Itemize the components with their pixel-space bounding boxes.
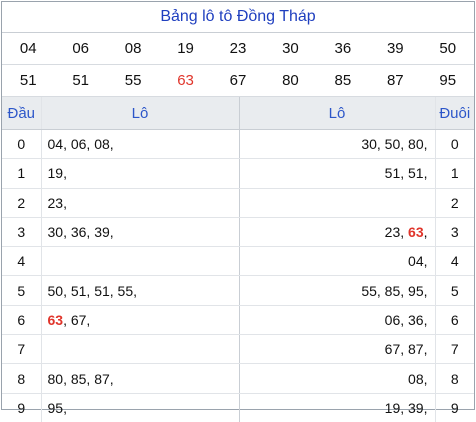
drawn-number: 95	[421, 64, 474, 97]
duoi-cell: 4	[435, 246, 474, 277]
drawn-number: 55	[106, 64, 160, 97]
lo-left-cell: 30, 36, 39,	[40, 217, 240, 248]
drawn-numbers-table: 04 06 08 19 23 30 36 39 50 51 51 55 63 67 80 85 87 95	[2, 33, 474, 97]
drawn-number: 04	[2, 33, 55, 65]
table-row: 5 50, 51, 51, 55, 55, 85, 95, 5	[2, 275, 474, 306]
lo-left-cell: 19,	[40, 158, 240, 189]
drawn-number: 08	[106, 33, 160, 65]
duoi-cell: 6	[435, 305, 474, 336]
lo-left-cell: 50, 51, 51, 55,	[40, 275, 240, 306]
dau-cell: 7	[2, 334, 41, 365]
drawn-number: 23	[211, 33, 265, 65]
table-row: 8 80, 85, 87, 08, 8	[2, 363, 474, 394]
lo-right-cell: 19, 39,	[239, 393, 436, 422]
dau-cell: 2	[2, 188, 41, 218]
lo-right-cell: 30, 50, 80,	[239, 129, 436, 160]
table-row: 0 04, 06, 08, 30, 50, 80, 0	[2, 129, 474, 160]
lo-left-cell: 63, 67,	[40, 305, 240, 336]
table-row: 6 63, 67, 06, 36, 6	[2, 305, 474, 336]
dau-cell: 6	[2, 305, 41, 336]
drawn-number: 67	[211, 64, 265, 97]
duoi-cell: 8	[435, 363, 474, 394]
duoi-cell: 0	[435, 129, 474, 160]
lo-right-cell: 51, 51,	[239, 158, 436, 189]
drawn-number: 19	[159, 33, 212, 65]
table-row: 3 30, 36, 39, 23, 63, 3	[2, 217, 474, 248]
drawn-number: 85	[316, 64, 370, 97]
lo-left-cell	[40, 334, 240, 365]
lo-right-cell	[239, 188, 436, 218]
head-tail-table: Đầu Lô Lô Đuôi 0 04, 06, 08, 30, 50, 80, 0 1…	[2, 97, 474, 422]
lo-right-cell: 67, 87,	[239, 334, 436, 365]
dau-cell: 9	[17, 399, 26, 416]
table-title: Bảng lô tô Đồng Tháp	[2, 2, 474, 33]
header-duoi: Đuôi	[435, 97, 474, 130]
drawn-number: 63	[159, 64, 212, 97]
drawn-number: 51	[2, 64, 55, 97]
lo-left-cell: 80, 85, 87,	[40, 363, 240, 394]
lo-left-cell: 04, 06, 08,	[40, 129, 240, 160]
lo-right-cell: 06, 36,	[239, 305, 436, 336]
duoi-cell: 9	[450, 399, 459, 416]
drawn-number: 39	[369, 33, 422, 65]
duoi-cell: 3	[435, 217, 474, 248]
table-row: 1 19, 51, 51, 1	[2, 158, 474, 189]
duoi-cell: 7	[435, 334, 474, 365]
highlighted-number: 63	[408, 224, 424, 241]
duoi-cell: 5	[435, 275, 474, 306]
lo-right-cell: 55, 85, 95,	[239, 275, 436, 306]
drawn-number: 87	[369, 64, 422, 97]
dau-cell: 3	[2, 217, 41, 248]
lo-left-cell: 23,	[40, 188, 240, 218]
header-lo-right: Lô	[239, 97, 436, 130]
head-tail-header-row: Đầu Lô Lô Đuôi	[2, 97, 474, 130]
table-row: 7 67, 87, 7	[2, 334, 474, 365]
drawn-number: 51	[54, 64, 107, 97]
drawn-number: 06	[54, 33, 107, 65]
highlighted-number: 63	[47, 311, 64, 328]
lo-left-cell	[40, 246, 240, 277]
drawn-number: 36	[316, 33, 370, 65]
duoi-cell: 1	[435, 158, 474, 189]
drawn-numbers-row: 04 06 08 19 23 30 36 39 50	[2, 33, 474, 65]
table-row: 4 04, 4	[2, 246, 474, 277]
lo-right-cell: 08,	[239, 363, 436, 394]
head-tail-body: 0 04, 06, 08, 30, 50, 80, 0 1 19, 51, 51, 1 2 23,…	[2, 129, 474, 422]
header-dau: Đầu	[2, 97, 41, 130]
dau-cell: 1	[2, 158, 41, 189]
duoi-cell: 2	[435, 188, 474, 218]
drawn-number: 50	[421, 33, 474, 65]
drawn-number: 30	[264, 33, 317, 65]
dau-cell: 8	[2, 363, 41, 394]
table-row: 2 23, 2	[2, 188, 474, 218]
dau-cell: 4	[2, 246, 41, 277]
dau-cell: 5	[2, 275, 41, 306]
header-lo-left: Lô	[40, 97, 240, 130]
lo-right-cell: 23, 63,	[239, 217, 436, 248]
table-row: 9 95, 19, 39, 9	[2, 393, 474, 422]
lo-left-cell: 95,	[40, 393, 240, 422]
lo-right-cell: 04,	[239, 246, 436, 277]
drawn-number: 80	[264, 64, 317, 97]
dau-cell: 0	[2, 129, 41, 160]
drawn-numbers-row: 51 51 55 63 67 80 85 87 95	[2, 64, 474, 97]
